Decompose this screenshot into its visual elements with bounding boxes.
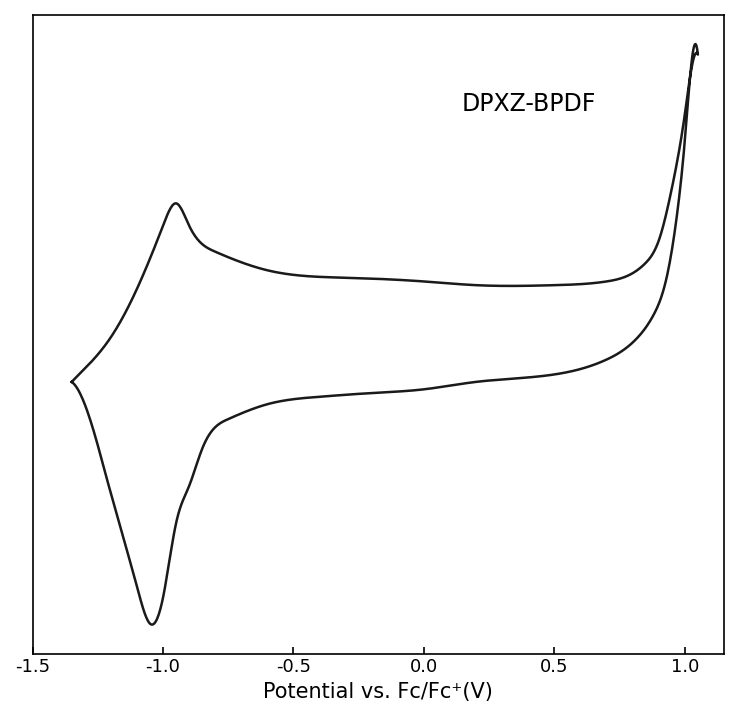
Text: DPXZ-BPDF: DPXZ-BPDF	[461, 92, 596, 115]
X-axis label: Potential vs. Fc/Fc⁺(V): Potential vs. Fc/Fc⁺(V)	[263, 682, 493, 702]
